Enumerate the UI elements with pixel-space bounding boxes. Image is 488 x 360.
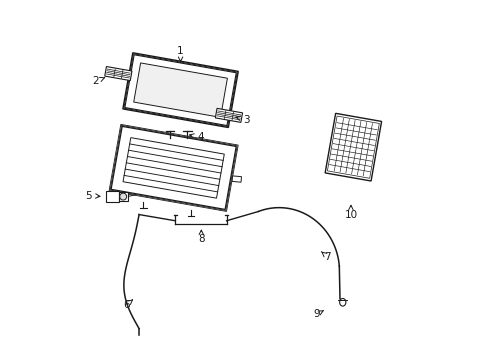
- Text: 9: 9: [313, 309, 323, 319]
- Polygon shape: [232, 176, 241, 182]
- Polygon shape: [123, 54, 237, 126]
- Polygon shape: [133, 63, 227, 117]
- Text: 8: 8: [198, 230, 204, 244]
- Ellipse shape: [339, 298, 345, 306]
- Text: 2: 2: [92, 76, 104, 86]
- Polygon shape: [110, 125, 237, 211]
- Circle shape: [120, 193, 126, 200]
- Polygon shape: [215, 108, 242, 122]
- Text: 7: 7: [321, 252, 330, 262]
- Text: 10: 10: [344, 205, 357, 220]
- FancyBboxPatch shape: [119, 192, 127, 201]
- Polygon shape: [327, 116, 379, 178]
- Text: 6: 6: [123, 300, 132, 310]
- Polygon shape: [109, 124, 238, 211]
- Polygon shape: [124, 55, 236, 126]
- Text: 3: 3: [235, 115, 249, 125]
- Text: 4: 4: [189, 132, 203, 143]
- Polygon shape: [104, 67, 132, 81]
- Polygon shape: [111, 126, 236, 210]
- Polygon shape: [325, 113, 381, 181]
- Polygon shape: [122, 53, 238, 127]
- Text: 5: 5: [85, 190, 100, 201]
- Text: 1: 1: [177, 46, 183, 62]
- FancyBboxPatch shape: [105, 191, 119, 202]
